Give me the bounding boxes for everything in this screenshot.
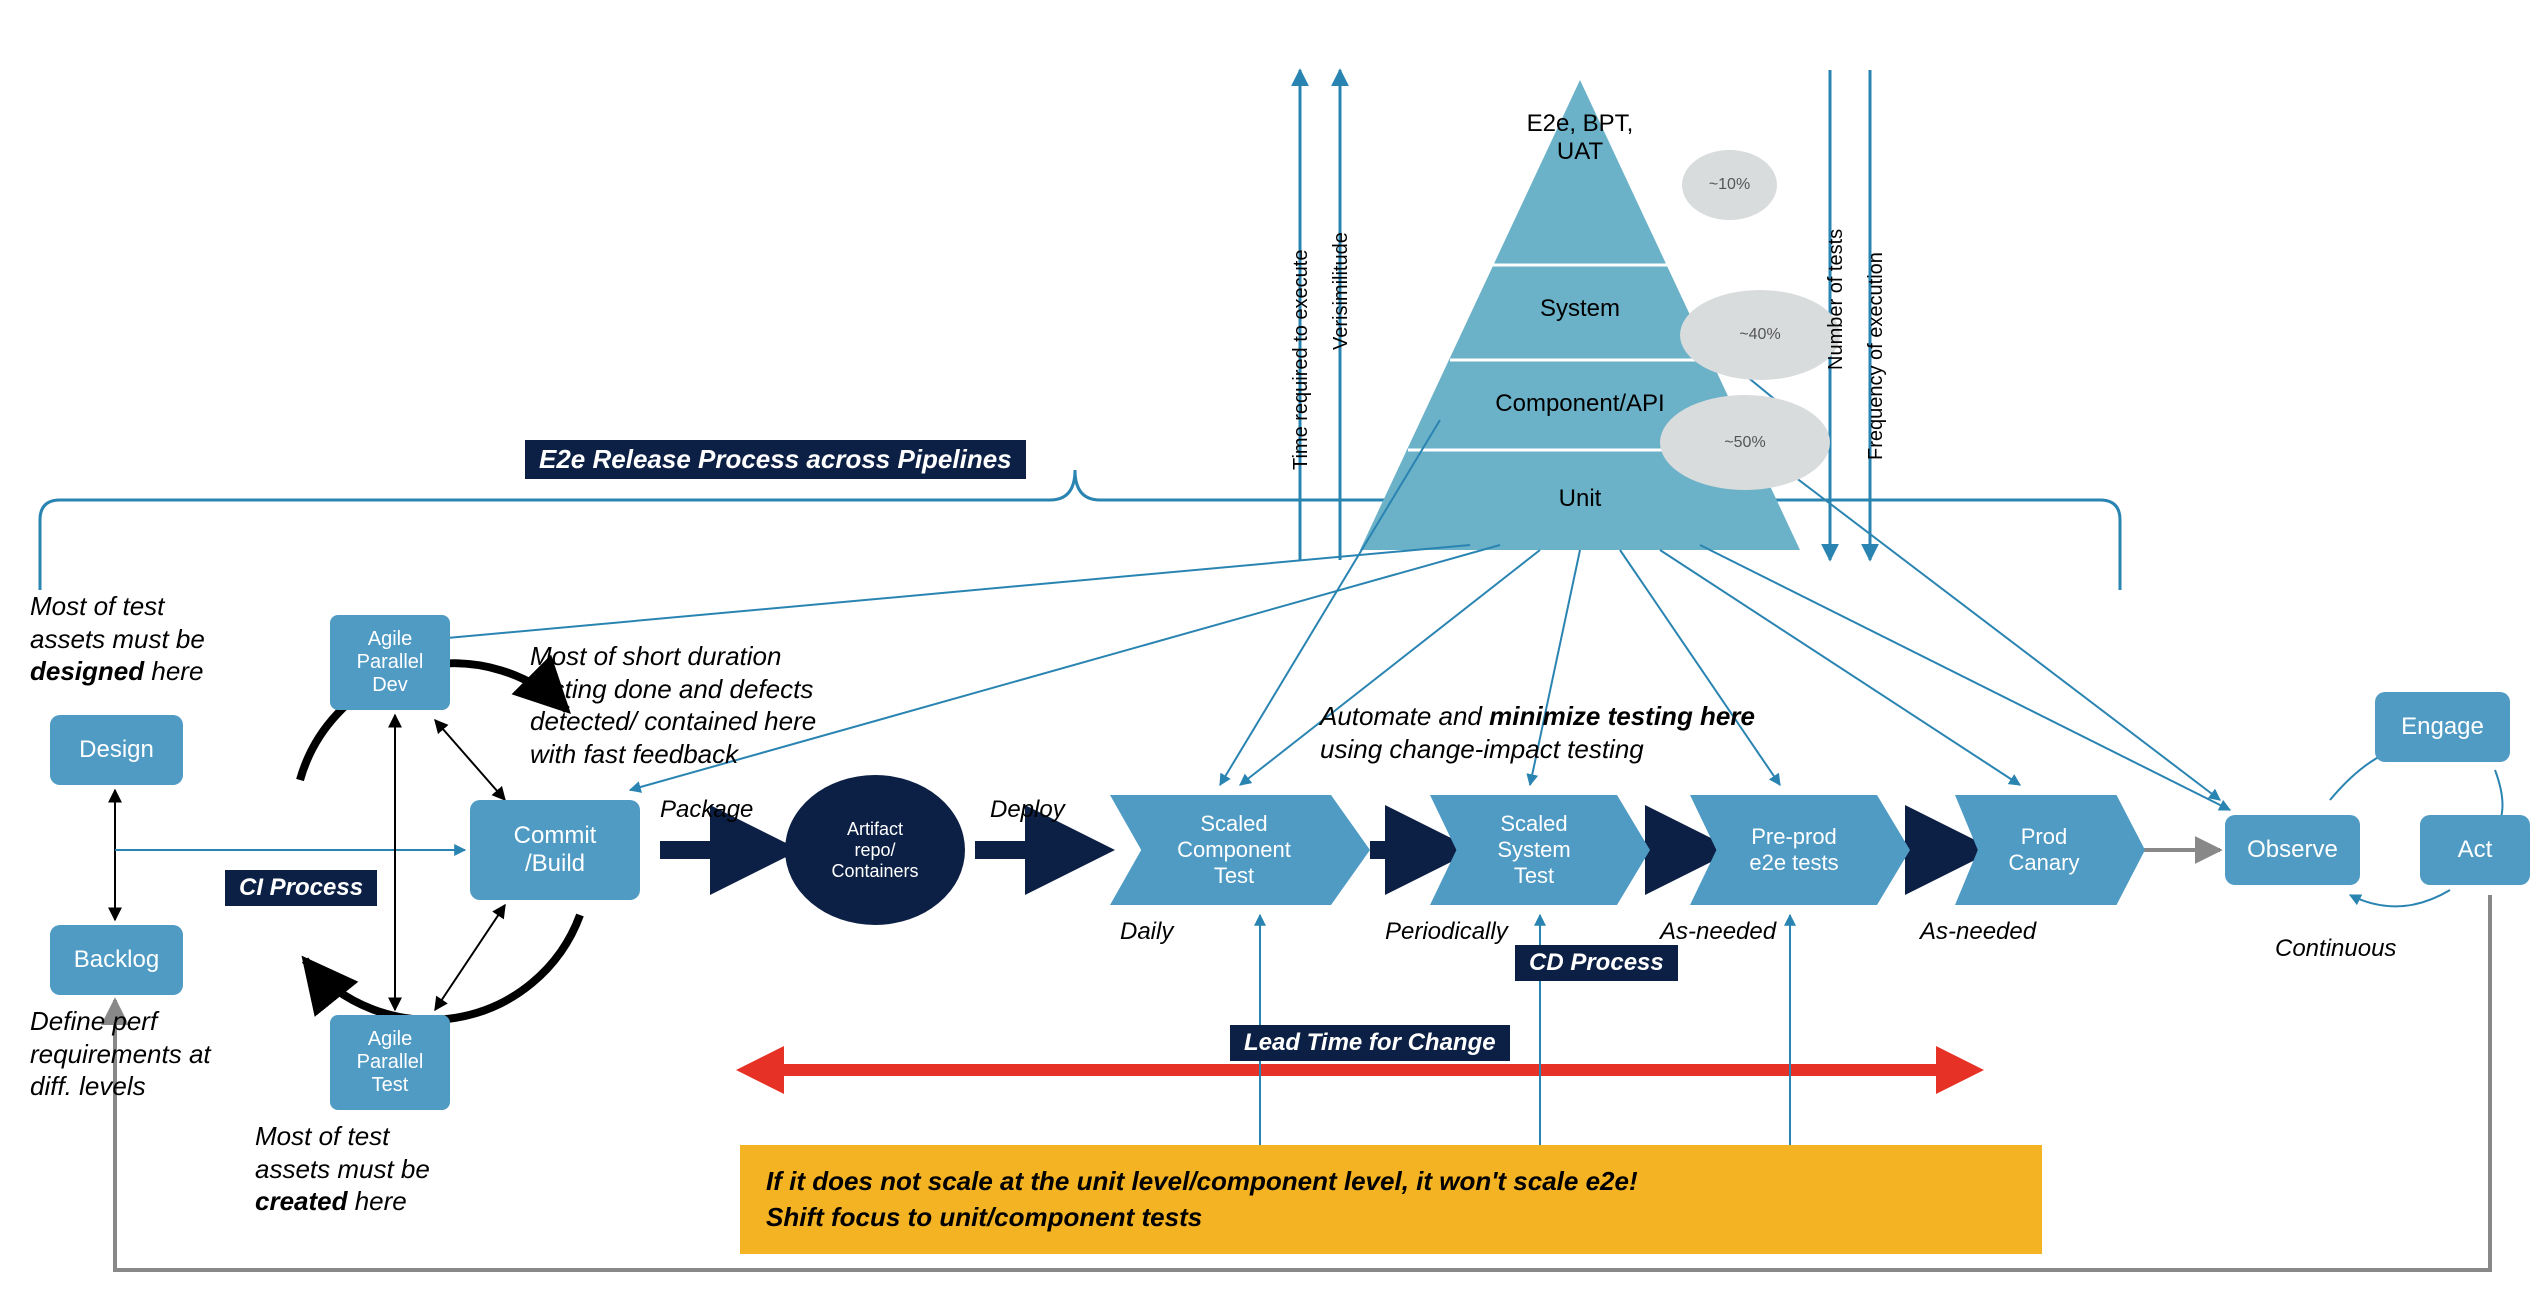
label-package: Package (660, 795, 753, 825)
label-deploy: Deploy (990, 795, 1065, 825)
box-act: Act (2420, 815, 2530, 885)
pyramid-layer-component: Component/API (1460, 390, 1700, 418)
pyramid-layer-e2e: E2e, BPT, UAT (1460, 110, 1700, 166)
chev-scaled-system: Scaled System Test (1430, 795, 1650, 905)
box-backlog: Backlog (50, 925, 183, 995)
diagram-canvas: ~10% ~40% ~50% E2e, BPT, UAT System Comp… (0, 0, 2542, 1298)
cadence-as-needed-1: As-needed (1660, 918, 1776, 946)
box-observe: Observe (2225, 815, 2360, 885)
pyramid-layer-unit: Unit (1460, 485, 1700, 513)
axis-freq-exec: Frequency of execution (1865, 252, 1888, 460)
axis-num-tests: Number of tests (1825, 229, 1848, 370)
box-design: Design (50, 715, 183, 785)
cadence-daily: Daily (1120, 918, 1173, 946)
pyramid-layer-system: System (1460, 295, 1700, 323)
box-agile-dev: Agile Parallel Dev (330, 615, 450, 710)
oval-artifact: Artifact repo/ Containers (785, 775, 965, 925)
chev-prod-canary: Prod Canary (1955, 795, 2145, 905)
axis-time-execute: Time required to execute (1290, 250, 1313, 470)
note-automate: Automate and minimize testing here using… (1320, 700, 1755, 765)
box-agile-test: Agile Parallel Test (330, 1015, 450, 1110)
note-short-duration: Most of short duration testing done and … (530, 640, 816, 770)
banner-ci-process: CI Process (225, 870, 377, 906)
cadence-as-needed-2: As-needed (1920, 918, 2036, 946)
pct-oval-40: ~40% (1680, 290, 1840, 380)
banner-lead-time: Lead Time for Change (1230, 1025, 1510, 1061)
cadence-continuous: Continuous (2275, 935, 2396, 963)
banner-cd-process: CD Process (1515, 945, 1678, 981)
axis-verisimilitude: Verisimilitude (1330, 232, 1353, 350)
callout-scale: If it does not scale at the unit level/c… (740, 1145, 2042, 1254)
note-designed-here: Most of test assets must be designed her… (30, 590, 205, 688)
note-created-here: Most of test assets must be created here (255, 1120, 430, 1218)
box-commit-build: Commit /Build (470, 800, 640, 900)
callout-line2: Shift focus to unit/component tests (766, 1199, 2016, 1235)
box-engage: Engage (2375, 692, 2510, 762)
cadence-periodically: Periodically (1385, 918, 1508, 946)
chev-preprod: Pre-prod e2e tests (1690, 795, 1910, 905)
banner-e2e-release: E2e Release Process across Pipelines (525, 440, 1026, 479)
note-perf-req: Define perf requirements at diff. levels (30, 1005, 211, 1103)
chev-scaled-component: Scaled Component Test (1110, 795, 1370, 905)
callout-line1: If it does not scale at the unit level/c… (766, 1163, 2016, 1199)
